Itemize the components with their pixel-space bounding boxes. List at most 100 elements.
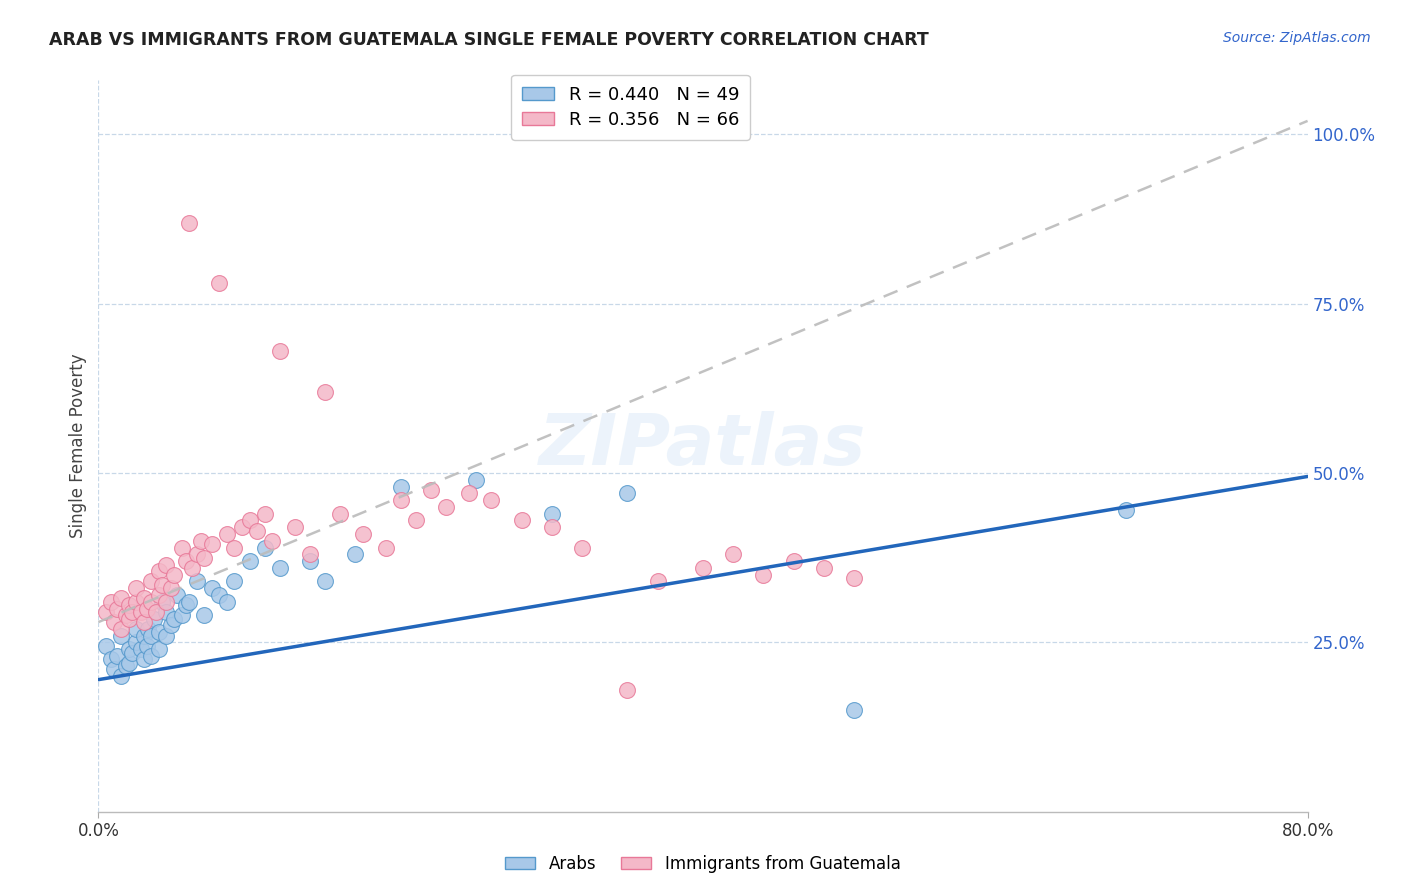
- Point: [155, 629, 177, 643]
- Point: [239, 514, 262, 528]
- Point: [329, 507, 352, 521]
- Point: [231, 520, 253, 534]
- Point: [389, 480, 412, 494]
- Point: [118, 642, 141, 657]
- Point: [344, 547, 367, 561]
- Point: [148, 588, 170, 602]
- Point: [160, 581, 183, 595]
- Point: [125, 595, 148, 609]
- Point: [269, 344, 291, 359]
- Point: [299, 554, 322, 568]
- Point: [314, 574, 336, 589]
- Legend: R = 0.440   N = 49, R = 0.356   N = 66: R = 0.440 N = 49, R = 0.356 N = 66: [510, 75, 749, 139]
- Point: [125, 635, 148, 649]
- Point: [110, 591, 132, 606]
- Point: [110, 629, 132, 643]
- Point: [299, 547, 322, 561]
- Point: [457, 486, 479, 500]
- Point: [110, 669, 132, 683]
- Text: Source: ZipAtlas.com: Source: ZipAtlas.com: [1223, 31, 1371, 45]
- Point: [179, 215, 201, 229]
- Point: [110, 622, 132, 636]
- Point: [420, 483, 443, 497]
- Point: [135, 601, 157, 615]
- Point: [163, 612, 186, 626]
- Point: [510, 514, 533, 528]
- Point: [148, 625, 170, 640]
- Point: [114, 608, 136, 623]
- Point: [118, 656, 141, 670]
- Point: [143, 612, 166, 626]
- Point: [181, 561, 204, 575]
- Point: [129, 642, 152, 657]
- Point: [105, 601, 128, 615]
- Point: [405, 514, 427, 528]
- Point: [253, 541, 276, 555]
- Point: [246, 524, 269, 538]
- Point: [179, 595, 201, 609]
- Point: [118, 612, 141, 626]
- Legend: Arabs, Immigrants from Guatemala: Arabs, Immigrants from Guatemala: [499, 848, 907, 880]
- Point: [752, 567, 775, 582]
- Point: [105, 648, 128, 663]
- Point: [170, 608, 193, 623]
- Point: [174, 554, 197, 568]
- Point: [136, 622, 159, 636]
- Point: [208, 588, 231, 602]
- Point: [647, 574, 669, 589]
- Point: [465, 473, 488, 487]
- Point: [155, 595, 177, 609]
- Point: [135, 639, 157, 653]
- Point: [170, 541, 193, 555]
- Point: [132, 629, 155, 643]
- Point: [193, 550, 215, 565]
- Point: [239, 554, 262, 568]
- Point: [481, 493, 503, 508]
- Point: [174, 598, 197, 612]
- Point: [132, 615, 155, 629]
- Point: [150, 595, 173, 609]
- Point: [145, 605, 167, 619]
- Point: [193, 608, 215, 623]
- Point: [723, 547, 745, 561]
- Point: [132, 652, 155, 666]
- Point: [125, 581, 148, 595]
- Point: [540, 507, 562, 521]
- Point: [155, 605, 177, 619]
- Point: [94, 605, 117, 619]
- Point: [100, 652, 122, 666]
- Point: [284, 520, 307, 534]
- Point: [208, 277, 231, 291]
- Point: [215, 595, 238, 609]
- Point: [155, 558, 177, 572]
- Point: [103, 663, 125, 677]
- Point: [616, 486, 638, 500]
- Point: [141, 629, 163, 643]
- Point: [148, 642, 170, 657]
- Point: [186, 574, 208, 589]
- Point: [224, 574, 246, 589]
- Point: [132, 591, 155, 606]
- Point: [160, 618, 183, 632]
- Point: [141, 648, 163, 663]
- Point: [121, 646, 143, 660]
- Point: [224, 541, 246, 555]
- Text: ZIPatlas: ZIPatlas: [540, 411, 866, 481]
- Point: [253, 507, 276, 521]
- Point: [129, 605, 152, 619]
- Point: [201, 537, 224, 551]
- Point: [692, 561, 714, 575]
- Point: [125, 622, 148, 636]
- Point: [1115, 503, 1137, 517]
- Point: [844, 703, 866, 717]
- Point: [571, 541, 593, 555]
- Point: [374, 541, 396, 555]
- Point: [262, 533, 284, 548]
- Point: [94, 639, 117, 653]
- Point: [118, 598, 141, 612]
- Point: [314, 384, 336, 399]
- Point: [186, 547, 208, 561]
- Point: [201, 581, 224, 595]
- Text: ARAB VS IMMIGRANTS FROM GUATEMALA SINGLE FEMALE POVERTY CORRELATION CHART: ARAB VS IMMIGRANTS FROM GUATEMALA SINGLE…: [49, 31, 929, 49]
- Point: [166, 588, 188, 602]
